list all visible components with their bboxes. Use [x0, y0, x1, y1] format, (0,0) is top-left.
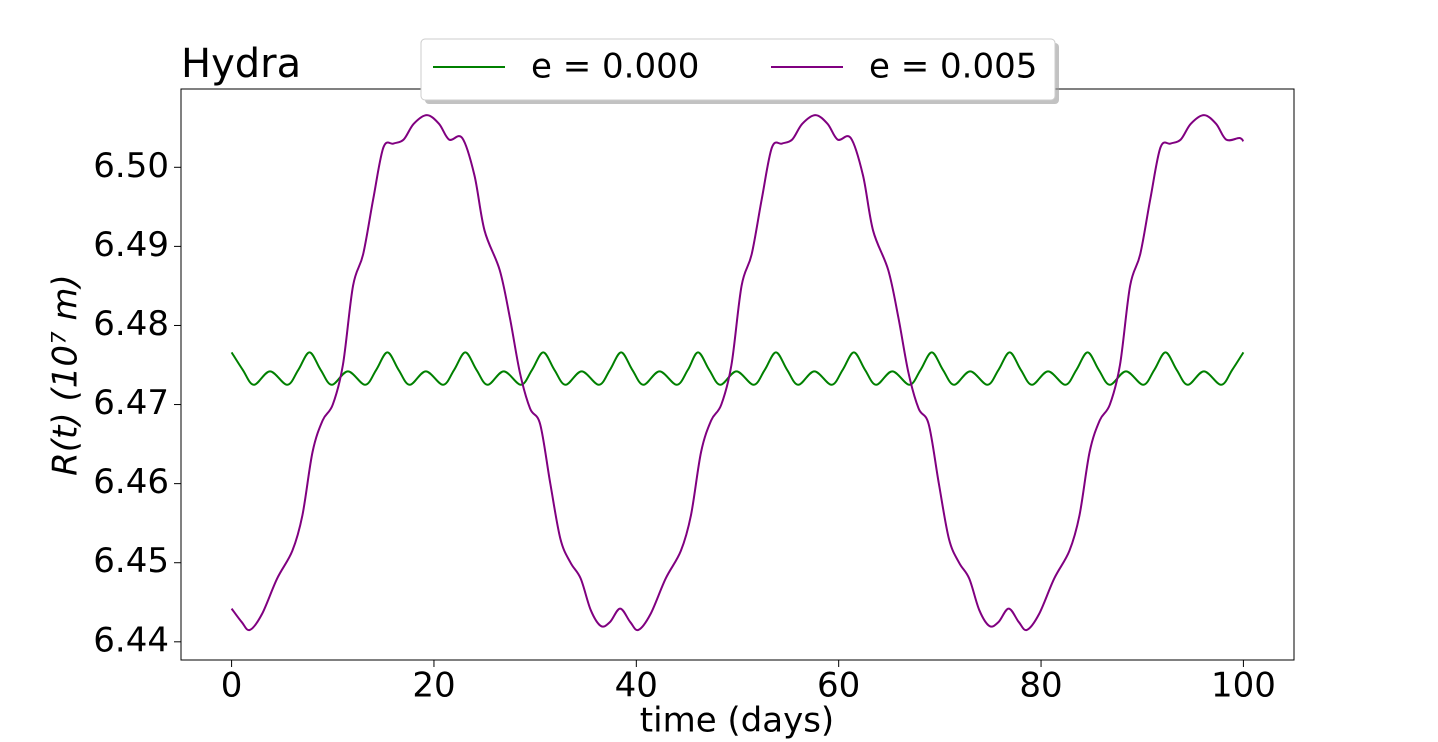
x-tick-label: 0 — [221, 666, 243, 706]
plot-frame — [180, 88, 1295, 661]
legend-box — [420, 38, 1056, 101]
y-tick-label: 6.48 — [93, 304, 169, 344]
y-tick-label: 6.47 — [93, 383, 169, 423]
chart-title: Hydra — [181, 41, 301, 87]
series-line — [230, 351, 1245, 386]
x-tick-label: 100 — [1211, 666, 1276, 706]
y-tick-label: 6.49 — [93, 225, 169, 265]
y-tick-label: 6.46 — [93, 462, 169, 502]
y-axis-label: R(t) (10⁷ m) — [46, 274, 86, 476]
y-tick-label: 6.44 — [93, 620, 169, 660]
y-tick-label: 6.50 — [93, 146, 169, 186]
legend-label: e = 0.005 — [869, 47, 1037, 87]
y-tick-label: 6.45 — [93, 541, 169, 581]
legend: e = 0.000 e = 0.005 — [420, 38, 1059, 104]
x-tick-label: 20 — [412, 666, 455, 706]
x-tick-label: 40 — [615, 666, 658, 706]
legend-label: e = 0.000 — [531, 47, 699, 87]
series-line — [230, 114, 1245, 632]
x-tick-label: 80 — [1019, 666, 1062, 706]
x-tick-label: 60 — [817, 666, 860, 706]
x-axis-label: time (days) — [640, 701, 834, 741]
